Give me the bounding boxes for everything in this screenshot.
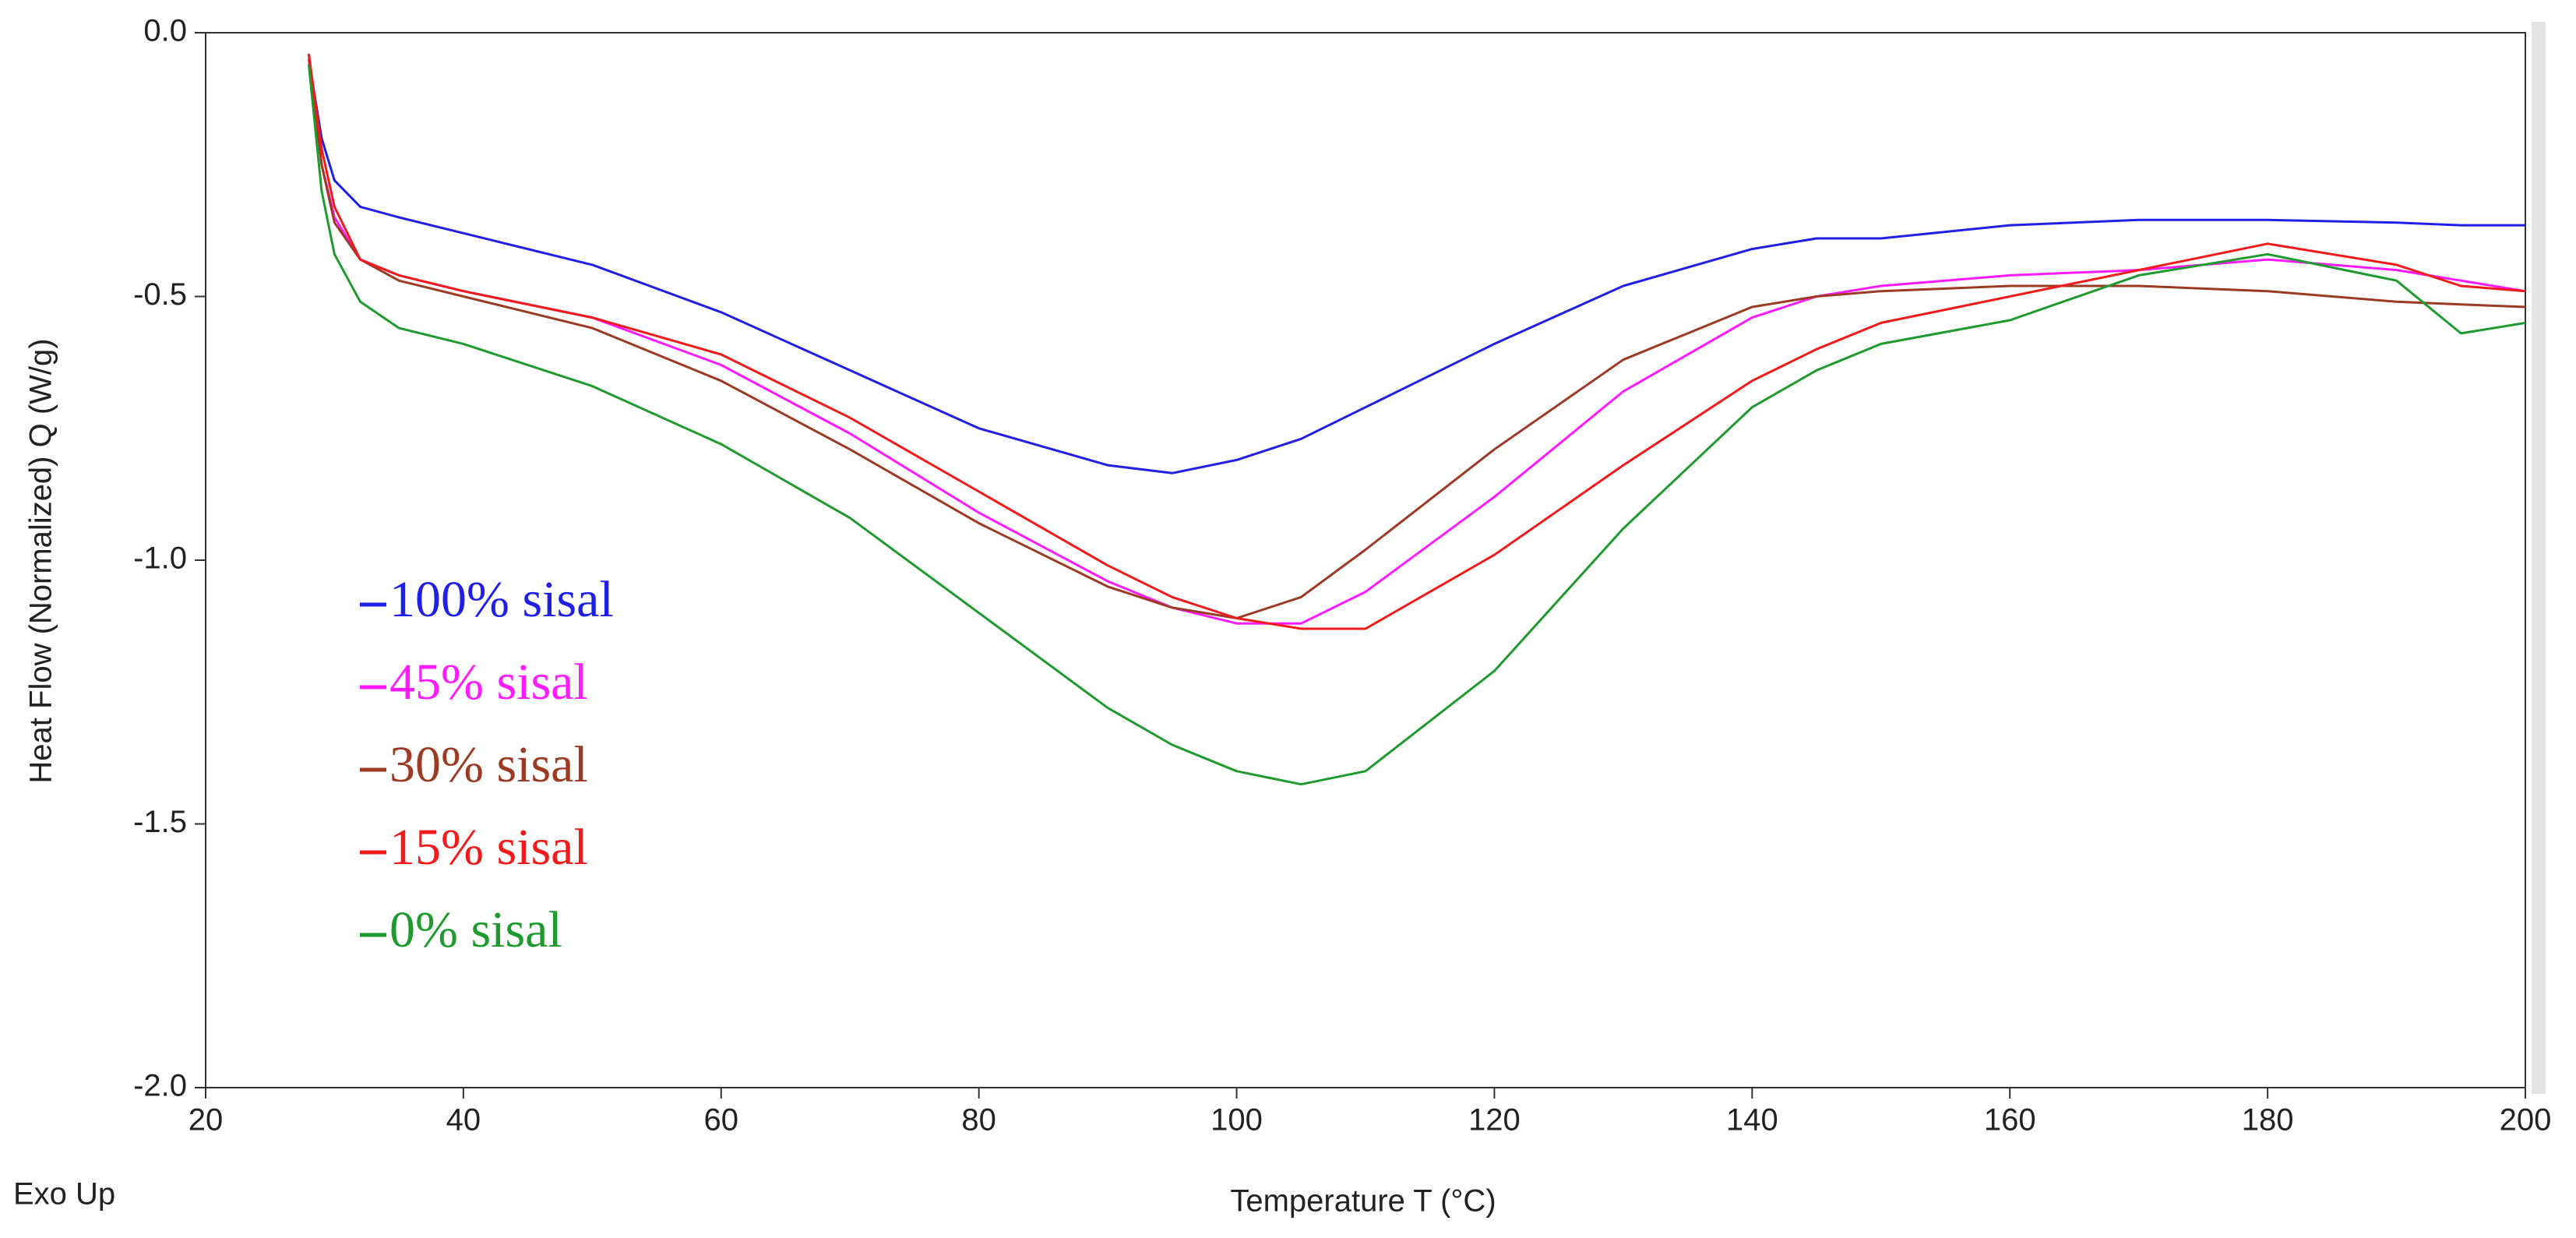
x-tick-label: 140 <box>1726 1103 1778 1137</box>
frame-shadow <box>2532 22 2546 1094</box>
x-tick-label: 120 <box>1468 1103 1521 1137</box>
series-line <box>307 58 2525 474</box>
x-tick-label: 40 <box>446 1103 481 1137</box>
x-tick-label: 80 <box>961 1103 996 1137</box>
legend-label: 15% sisal <box>389 819 588 876</box>
y-tick-label: -2.0 <box>133 1069 187 1103</box>
x-tick-label: 160 <box>1984 1103 2036 1137</box>
legend-label: 100% sisal <box>389 571 614 628</box>
x-tick-label: 180 <box>2242 1103 2294 1137</box>
annotation: Exo Up <box>13 1177 115 1212</box>
y-axis-label: Heat Flow (Normalized) Q (W/g) <box>24 338 58 783</box>
series-line <box>307 64 2526 786</box>
y-tick-label: -0.5 <box>133 277 187 312</box>
y-tick-label: 0.0 <box>143 14 187 48</box>
x-axis-label: Temperature T (°C) <box>1230 1184 1496 1219</box>
x-tick-label: 100 <box>1210 1103 1263 1137</box>
plot-area <box>205 32 2526 1088</box>
legend-label: 45% sisal <box>389 654 588 711</box>
y-tick-label: -1.5 <box>133 805 187 839</box>
legend-label: 30% sisal <box>389 736 588 793</box>
x-tick-label: 60 <box>704 1103 739 1137</box>
x-tick-label: 20 <box>189 1103 224 1137</box>
legend-label: 0% sisal <box>389 901 562 958</box>
series-line <box>307 53 2526 630</box>
y-tick-label: -1.0 <box>133 541 187 576</box>
series-line <box>307 53 2526 619</box>
x-tick-label: 200 <box>2500 1103 2552 1137</box>
